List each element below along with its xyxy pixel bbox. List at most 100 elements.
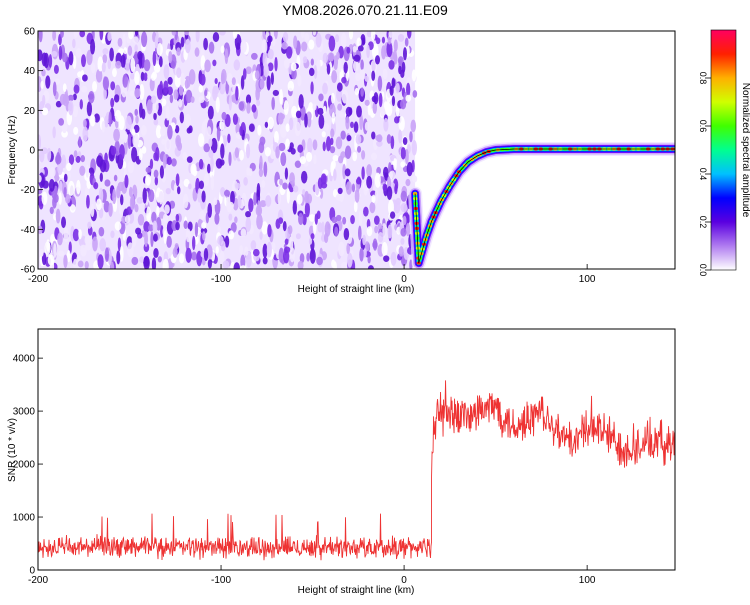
- noise-blob: [381, 36, 386, 44]
- noise-blob: [376, 140, 383, 147]
- noise-blob: [77, 260, 84, 268]
- noise-blob: [102, 76, 110, 91]
- noise-blob: [370, 152, 378, 161]
- noise-blob: [248, 198, 254, 213]
- noise-blob: [80, 244, 87, 257]
- noise-blob: [299, 105, 306, 121]
- noise-blob: [393, 157, 397, 171]
- noise-blob: [283, 58, 290, 69]
- noise-blob: [198, 158, 204, 170]
- noise-blob: [352, 45, 357, 53]
- y-tick-label: 40: [24, 66, 36, 77]
- noise-blob: [253, 191, 257, 206]
- noise-blob: [190, 96, 195, 104]
- noise-blob: [308, 39, 315, 50]
- noise-blob: [259, 231, 263, 240]
- noise-blob: [43, 52, 50, 69]
- noise-blob: [117, 237, 122, 252]
- noise-blob: [378, 92, 383, 108]
- noise-blob: [366, 164, 373, 178]
- noise-blob: [199, 73, 206, 86]
- noise-blob: [371, 31, 376, 41]
- noise-blob: [232, 31, 238, 39]
- noise-blob: [400, 190, 408, 202]
- noise-blob: [234, 216, 238, 224]
- noise-blob: [261, 179, 266, 189]
- noise-blob: [334, 226, 339, 237]
- spectrogram-x-label: Height of straight line (km): [298, 284, 415, 295]
- noise-blob: [389, 85, 394, 96]
- noise-blob: [285, 46, 293, 59]
- noise-blob: [388, 60, 395, 70]
- colorbar: 0.0 0.2 0.4 0.6 0.8 Normalized spectral ampl…: [698, 29, 750, 276]
- noise-blob: [355, 177, 362, 185]
- noise-blob: [144, 231, 148, 248]
- noise-blob: [73, 150, 78, 158]
- snr-panel: -200 -100 0 100 0 1000 2000 3000 4000 Height of…: [7, 328, 676, 596]
- noise-blob: [270, 72, 274, 85]
- noise-blob: [86, 101, 93, 117]
- noise-blob: [363, 206, 369, 217]
- noise-blob: [373, 215, 380, 225]
- spectrogram-noise-region: [38, 31, 418, 269]
- noise-blob: [228, 213, 233, 221]
- noise-blob: [153, 112, 157, 121]
- noise-blob: [400, 202, 408, 213]
- noise-blob: [344, 145, 352, 160]
- noise-blob: [153, 63, 161, 73]
- noise-blob: [52, 81, 57, 97]
- noise-blob: [402, 47, 407, 61]
- noise-blob: [387, 199, 394, 216]
- noise-blob: [57, 232, 63, 246]
- noise-blob: [300, 31, 305, 39]
- noise-blob: [128, 31, 134, 40]
- noise-blob: [175, 221, 180, 231]
- noise-blob: [389, 170, 396, 179]
- noise-blob: [239, 245, 244, 255]
- noise-blob: [186, 156, 193, 163]
- noise-blob: [359, 69, 366, 81]
- noise-blob: [203, 173, 210, 187]
- noise-blob: [342, 216, 347, 225]
- noise-blob: [84, 235, 91, 246]
- noise-blob: [118, 115, 125, 131]
- noise-blob: [221, 111, 227, 120]
- noise-blob: [68, 154, 75, 165]
- noise-blob: [203, 37, 208, 51]
- noise-blob: [197, 188, 202, 203]
- noise-blob: [143, 221, 150, 233]
- noise-blob: [315, 33, 322, 48]
- noise-blob: [44, 241, 51, 255]
- noise-blob: [395, 82, 400, 94]
- noise-blob: [239, 125, 243, 136]
- noise-blob: [41, 191, 48, 206]
- noise-blob: [176, 67, 182, 79]
- y-tick-label: 0: [29, 146, 35, 157]
- noise-blob: [62, 94, 70, 107]
- noise-blob: [185, 89, 193, 104]
- x-tick-label: -100: [211, 575, 231, 586]
- noise-blob: [143, 255, 150, 269]
- noise-blob: [162, 153, 167, 169]
- y-tick-label: -40: [21, 225, 36, 236]
- noise-blob: [154, 176, 159, 186]
- noise-blob: [228, 230, 235, 240]
- noise-blob: [291, 105, 298, 118]
- noise-blob: [350, 214, 355, 225]
- noise-blob: [90, 38, 96, 55]
- noise-blob: [53, 64, 59, 75]
- noise-blob: [331, 112, 336, 125]
- noise-blob: [134, 31, 139, 37]
- noise-blob: [257, 124, 262, 136]
- noise-blob: [245, 217, 252, 232]
- noise-blob: [271, 97, 275, 111]
- noise-blob: [372, 238, 378, 251]
- noise-blob: [312, 31, 317, 36]
- noise-blob: [167, 86, 173, 96]
- colorbar-tick-label: 0.6: [698, 120, 708, 133]
- noise-blob: [285, 138, 290, 151]
- noise-blob: [312, 220, 317, 235]
- noise-blob: [316, 256, 323, 266]
- noise-blob: [369, 201, 376, 214]
- noise-blob: [327, 52, 335, 62]
